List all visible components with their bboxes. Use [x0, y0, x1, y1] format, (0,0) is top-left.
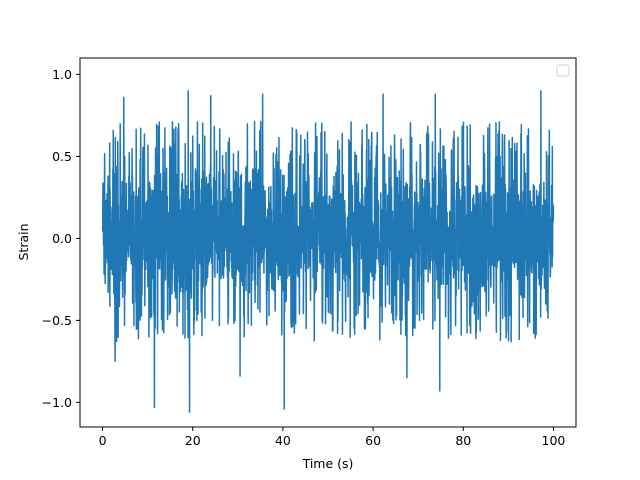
y-tick-label: −0.5: [42, 313, 72, 328]
series-line-strain: [101, 90, 555, 413]
x-tick-label: 40: [275, 433, 291, 448]
y-tick-label: 1.0: [52, 67, 72, 82]
x-tick-label: 0: [99, 433, 107, 448]
y-tick-label: −1.0: [42, 395, 72, 410]
x-tick-label: 80: [455, 433, 471, 448]
x-tick-label: 60: [365, 433, 381, 448]
x-tick-label: 20: [185, 433, 201, 448]
x-tick-label: 100: [542, 433, 566, 448]
x-axis: 0 20 40 60 80 100: [99, 427, 566, 448]
series-layer: [101, 90, 555, 413]
y-tick-label: 0.0: [52, 231, 72, 246]
plot-frame: [79, 57, 577, 428]
y-axis: −1.0 −0.5 0.0 0.5 1.0: [42, 67, 80, 410]
legend-box[interactable]: [556, 64, 570, 77]
y-tick-label: 0.5: [52, 149, 72, 164]
y-axis-label: Strain: [16, 223, 31, 260]
x-axis-label: Time (s): [302, 456, 354, 471]
